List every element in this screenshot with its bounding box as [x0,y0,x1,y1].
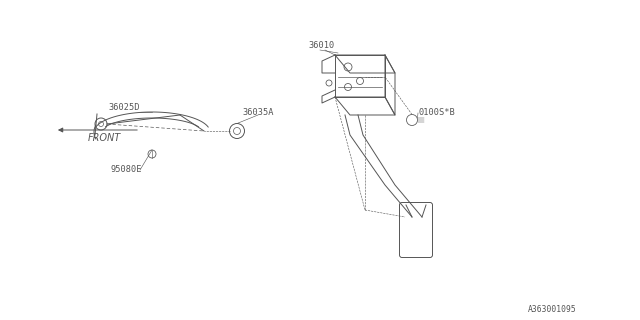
Text: 36035A: 36035A [242,108,273,117]
Text: 95080E: 95080E [110,165,141,174]
Text: A363001095: A363001095 [528,305,577,314]
Text: FRONT: FRONT [88,133,121,143]
Text: 36025D: 36025D [108,103,140,112]
Text: 36010: 36010 [308,41,334,50]
Text: 0100S*B: 0100S*B [418,108,455,117]
